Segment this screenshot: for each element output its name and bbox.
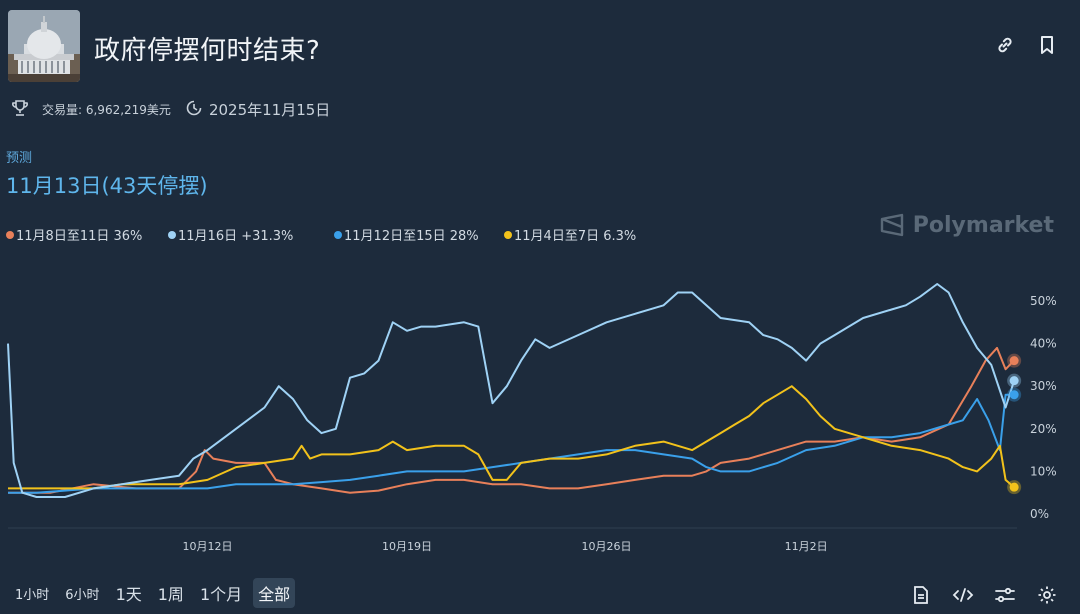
series-line-blue bbox=[8, 393, 1015, 494]
x-tick-label: 10月19日 bbox=[382, 540, 432, 553]
range-1h[interactable]: 1小时 bbox=[15, 587, 50, 603]
end-point-dot bbox=[1009, 390, 1019, 400]
y-tick-label: 20% bbox=[1030, 422, 1057, 436]
legend-item-yellow: 11月4日至7日 6.3% bbox=[504, 225, 636, 244]
forecast-value: 11月13日(43天停摆) bbox=[6, 174, 208, 198]
legend-label: 11月8日至11日 36% bbox=[16, 229, 143, 244]
x-tick-label: 10月26日 bbox=[582, 540, 632, 553]
end-point-dot bbox=[1009, 356, 1019, 366]
range-1d[interactable]: 1天 bbox=[115, 585, 142, 604]
legend-label: 11月12日至15日 28% bbox=[344, 229, 479, 244]
legend-item-blue: 11月12日至15日 28% bbox=[334, 225, 479, 244]
range-1m[interactable]: 1个月 bbox=[199, 585, 243, 604]
settings-gear-icon[interactable] bbox=[1036, 584, 1058, 606]
y-tick-label: 30% bbox=[1030, 379, 1057, 393]
y-tick-label: 10% bbox=[1030, 464, 1057, 478]
watermark-text: Polymarket bbox=[912, 212, 1054, 238]
y-tick-label: 40% bbox=[1030, 337, 1057, 351]
link-icon[interactable] bbox=[994, 34, 1016, 56]
sliders-icon[interactable] bbox=[994, 584, 1016, 606]
y-tick-label: 0% bbox=[1030, 507, 1049, 521]
series-line-yellow bbox=[8, 385, 1015, 490]
series-line-orange bbox=[8, 346, 1015, 494]
embed-code-icon[interactable] bbox=[952, 584, 974, 606]
market-title: 政府停摆何时结束? bbox=[94, 36, 321, 66]
legend-item-orange: 11月8日至11日 36% bbox=[6, 225, 142, 244]
forecast-label: 预测 bbox=[6, 151, 33, 166]
legend-dot bbox=[504, 230, 512, 239]
legend-dot bbox=[334, 230, 342, 239]
series-line-light-blue bbox=[7, 283, 1016, 498]
range-6h[interactable]: 6小时 bbox=[65, 587, 100, 603]
clock-icon bbox=[185, 99, 203, 120]
range-all[interactable]: 全部 bbox=[253, 578, 296, 608]
range-1w[interactable]: 1周 bbox=[157, 585, 184, 604]
trophy-icon bbox=[10, 98, 30, 121]
market-image bbox=[8, 10, 80, 82]
x-tick-label: 10月12日 bbox=[183, 540, 233, 553]
legend-dot bbox=[168, 230, 176, 239]
legend-dot bbox=[6, 230, 14, 239]
legend-item-light-blue: 11月16日 +31.3% bbox=[168, 225, 293, 244]
end-date: 2025年11月15日 bbox=[208, 101, 331, 119]
end-point-dot bbox=[1009, 376, 1019, 386]
end-point-dot bbox=[1009, 482, 1019, 492]
y-tick-label: 50% bbox=[1030, 294, 1057, 308]
bookmark-icon[interactable] bbox=[1036, 34, 1058, 56]
legend-label: 11月16日 +31.3% bbox=[178, 229, 294, 244]
polymarket-logo-icon bbox=[880, 213, 903, 237]
legend-label: 11月4日至7日 6.3% bbox=[514, 229, 637, 244]
time-range-selector: 1小时 6小时 1天 1周 1个月 全部 bbox=[10, 578, 296, 608]
x-tick-label: 11月2日 bbox=[785, 540, 828, 553]
document-icon[interactable] bbox=[910, 584, 932, 606]
volume-label: 交易量: 6,962,219美元 bbox=[42, 103, 171, 117]
capitol-dome-image bbox=[8, 10, 80, 82]
polymarket-watermark: Polymarket bbox=[879, 212, 1054, 238]
price-history-chart: 50% 40% 30% 20% 10% 0% 10月12日 10月19日 10月26日 11月2… bbox=[7, 283, 1057, 553]
